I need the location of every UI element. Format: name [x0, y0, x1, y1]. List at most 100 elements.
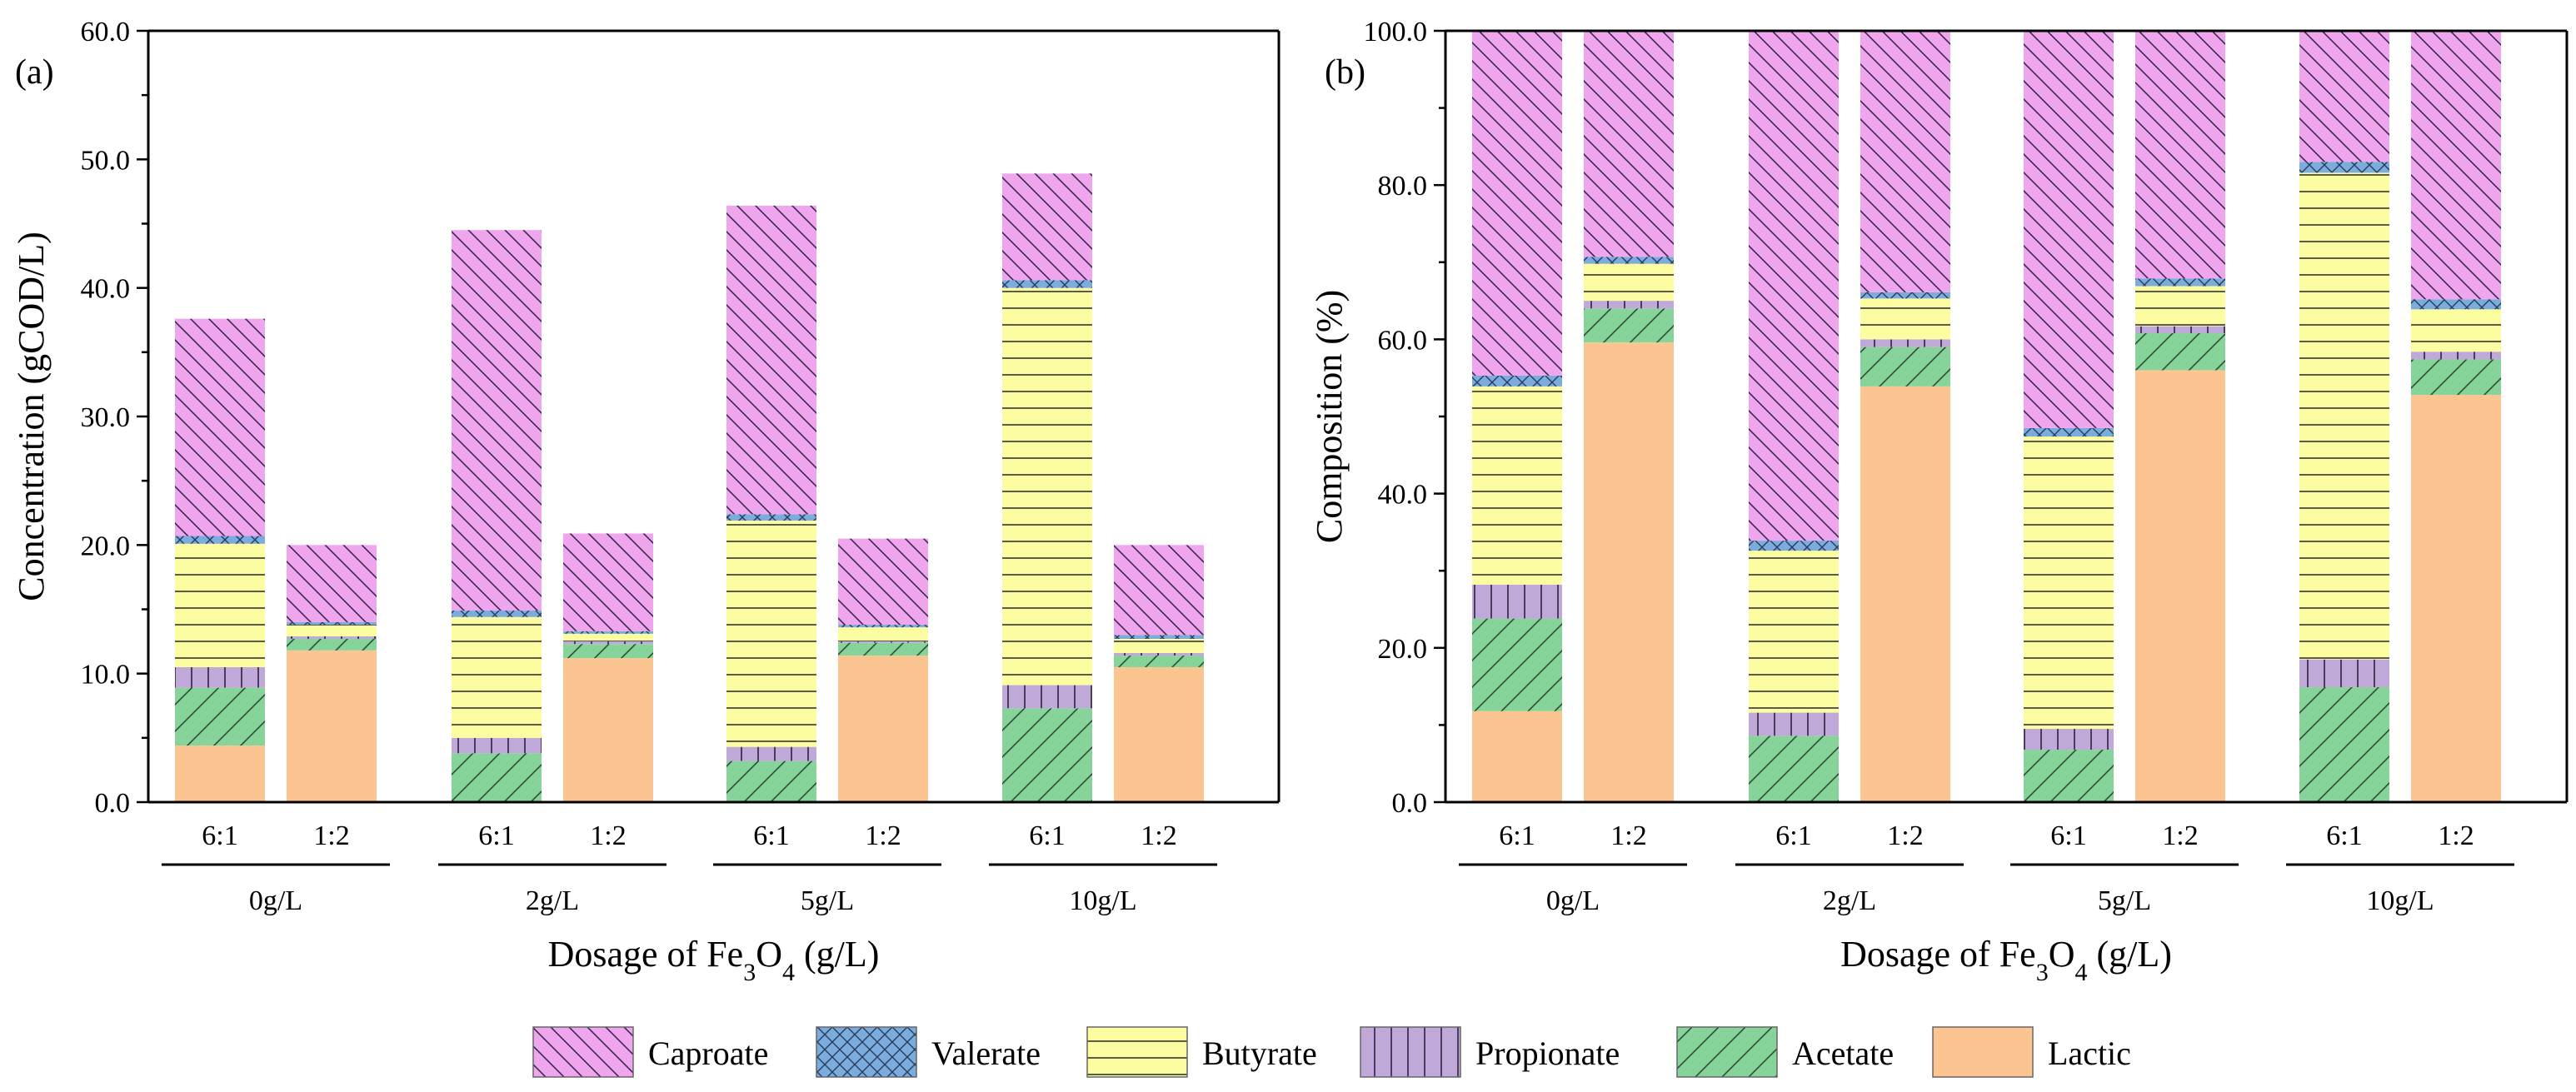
- bar-segment-butyrate: [726, 521, 816, 747]
- bar-segment-acetate: [1472, 618, 1562, 711]
- bar-segment-valerate: [1749, 541, 1839, 551]
- legend-swatch-caproate: [532, 1026, 634, 1078]
- bar-segment-valerate: [1584, 257, 1674, 264]
- bar-segment-butyrate: [563, 633, 653, 642]
- y-axis-title: Composition (%): [1309, 290, 1350, 543]
- bar-segment-valerate: [2135, 278, 2225, 287]
- bar-segment-acetate: [1749, 735, 1839, 802]
- bar-segment-caproate: [1860, 31, 1950, 292]
- bar-segment-lactic: [1860, 386, 1950, 802]
- bar-segment-acetate: [1002, 708, 1092, 802]
- bar-segment-acetate: [838, 642, 928, 656]
- legend-swatch-acetate: [1676, 1026, 1778, 1078]
- y-tick-label: 30.0: [81, 402, 131, 433]
- bar-segment-propionate: [1860, 339, 1950, 347]
- bar-segment-butyrate: [2024, 436, 2114, 730]
- legend-label-butyrate: Butyrate: [1202, 1035, 1317, 1072]
- y-tick-label: 60.0: [1378, 325, 1428, 356]
- bar-segment-caproate: [2299, 31, 2389, 162]
- bar-segment-propionate: [1749, 712, 1839, 736]
- bar-segment-propionate: [1472, 584, 1562, 619]
- bar-segment-caproate: [726, 205, 816, 515]
- bar-segment-lactic: [287, 650, 377, 802]
- y-tick-label: 10.0: [81, 660, 131, 691]
- bar-segment-lactic: [1114, 666, 1204, 802]
- bar-segment-propionate: [287, 636, 377, 639]
- bar-segment-caproate: [1472, 31, 1562, 376]
- legend-label-lactic: Lactic: [2048, 1035, 2131, 1072]
- bar-segment-propionate: [175, 666, 265, 688]
- bar-segment-acetate: [287, 638, 377, 651]
- bar-segment-caproate: [2024, 31, 2114, 428]
- bar-segment-lactic: [175, 745, 265, 802]
- category-label: 1:2: [1141, 820, 1176, 851]
- bar-segment-acetate: [2135, 332, 2225, 371]
- legend-label-valerate: Valerate: [931, 1035, 1041, 1072]
- bar-segment-valerate: [2024, 427, 2114, 437]
- bar-segment-caproate: [287, 545, 377, 622]
- bar-segment-propionate: [2024, 729, 2114, 750]
- bar-segment-propionate: [726, 746, 816, 761]
- panel-label: (b): [1325, 53, 1365, 92]
- bar-segment-propionate: [2299, 659, 2389, 688]
- group-label: 5g/L: [2098, 885, 2151, 916]
- bar-segment-butyrate: [1584, 263, 1674, 302]
- group-label: 5g/L: [801, 885, 854, 916]
- category-label: 1:2: [590, 820, 626, 851]
- bar-segment-acetate: [452, 753, 542, 802]
- y-axis-title: Concentration (gCOD/L): [11, 232, 52, 601]
- category-label: 1:2: [865, 820, 901, 851]
- bar-segment-butyrate: [838, 627, 928, 642]
- y-tick-label: 80.0: [1378, 171, 1428, 202]
- bar-segment-butyrate: [287, 625, 377, 636]
- y-tick-label: 40.0: [1378, 480, 1428, 511]
- category-label: 1:2: [313, 820, 349, 851]
- bar-segment-butyrate: [1114, 638, 1204, 653]
- bar-segment-butyrate: [175, 543, 265, 667]
- bar-segment-propionate: [563, 641, 653, 645]
- y-tick-label: 50.0: [81, 145, 131, 176]
- bar-segment-caproate: [175, 318, 265, 536]
- group-label: 10g/L: [2366, 885, 2434, 916]
- bar-segment-butyrate: [452, 616, 542, 738]
- bar-segment-valerate: [1114, 635, 1204, 639]
- bar-segment-butyrate: [2411, 309, 2501, 352]
- bar-segment-lactic: [1584, 342, 1674, 802]
- legend-swatch-propionate: [1360, 1026, 1461, 1078]
- bar-segment-lactic: [1472, 711, 1562, 802]
- x-axis-title: Dosage of Fe3O4 (g/L): [1840, 934, 2172, 986]
- category-label: 6:1: [2050, 820, 2086, 851]
- category-label: 6:1: [2326, 820, 2362, 851]
- y-tick-label: 100.0: [1364, 17, 1428, 47]
- bar-segment-valerate: [563, 631, 653, 634]
- bar-segment-acetate: [175, 687, 265, 746]
- x-axis-title: Dosage of Fe3O4 (g/L): [548, 934, 880, 986]
- group-label: 0g/L: [249, 885, 302, 916]
- y-tick-label: 0.0: [95, 788, 131, 819]
- y-tick-label: 40.0: [81, 274, 131, 305]
- bar-segment-lactic: [563, 658, 653, 802]
- bar-segment-propionate: [1584, 301, 1674, 309]
- bar-segment-acetate: [2411, 359, 2501, 396]
- bar-segment-propionate: [838, 641, 928, 643]
- bar-segment-acetate: [563, 644, 653, 659]
- bar-segment-lactic: [2135, 370, 2225, 802]
- legend-swatch-lactic: [1932, 1026, 2034, 1078]
- bar-segment-valerate: [2411, 299, 2501, 310]
- legend-label-acetate: Acetate: [1792, 1035, 1894, 1072]
- bar-segment-valerate: [287, 621, 377, 626]
- legend: Caproate Valerate Butyrate Propionate Acetat…: [532, 1026, 2131, 1078]
- bar-segment-propionate: [1002, 685, 1092, 709]
- bar-segment-caproate: [1749, 31, 1839, 541]
- bar-segment-butyrate: [1472, 386, 1562, 585]
- bar-segment-caproate: [2135, 31, 2225, 279]
- bar-segment-caproate: [2411, 31, 2501, 300]
- y-tick-label: 20.0: [1378, 634, 1428, 665]
- legend-label-caproate: Caproate: [648, 1035, 768, 1072]
- bar-segment-butyrate: [1002, 287, 1092, 686]
- bar-segment-valerate: [838, 625, 928, 628]
- bar-segment-valerate: [2299, 162, 2389, 173]
- category-label: 1:2: [1887, 820, 1923, 851]
- bar-segment-valerate: [726, 514, 816, 521]
